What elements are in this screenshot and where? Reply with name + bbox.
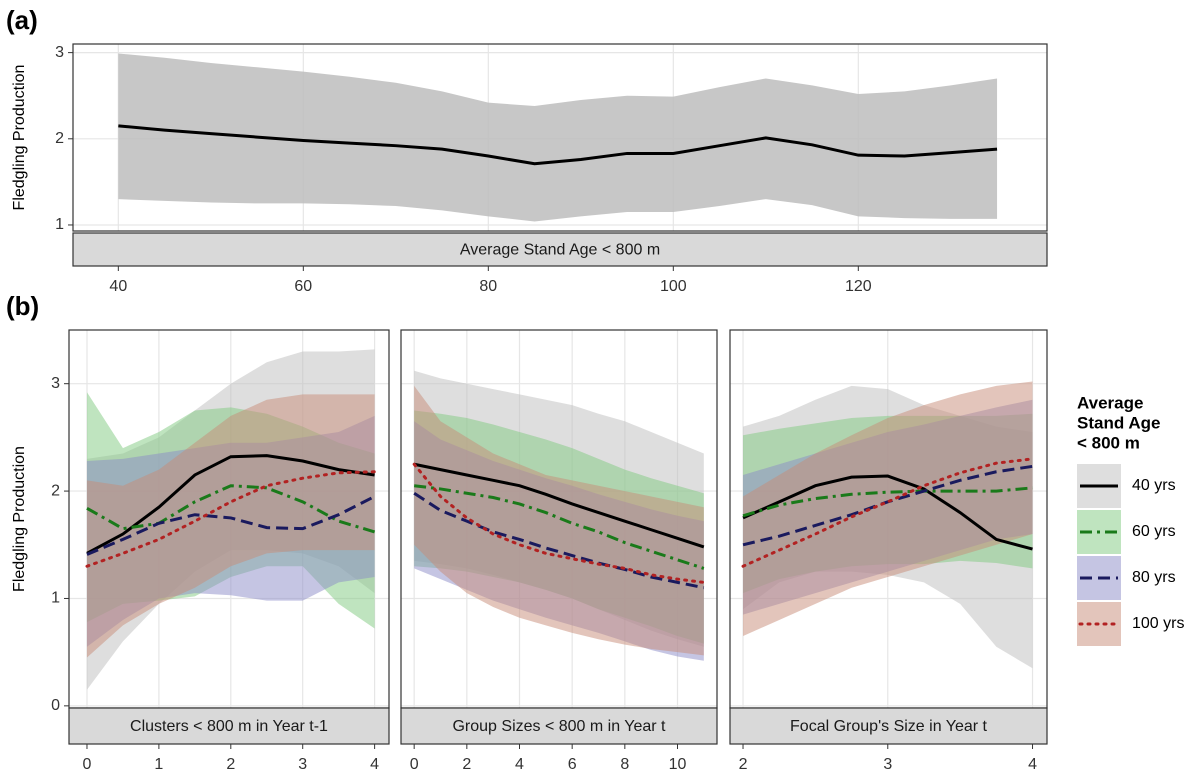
y-tick-label: 3 xyxy=(51,375,60,392)
strip xyxy=(729,707,1048,745)
line xyxy=(86,484,376,534)
y-tick-label: 2 xyxy=(55,130,64,147)
x-tick-label: 4 xyxy=(515,756,524,771)
line xyxy=(413,484,705,570)
plot-area xyxy=(85,349,377,690)
line xyxy=(85,470,377,568)
x-tick-label: 10 xyxy=(669,756,687,771)
strip xyxy=(400,707,718,745)
confidence-band xyxy=(743,381,1033,637)
legend-label: 40 yrs xyxy=(1132,477,1176,494)
y-tick-label: 1 xyxy=(55,216,64,233)
x-tick-label: 40 xyxy=(109,278,127,295)
x-tick-label: 4 xyxy=(370,756,379,771)
y-axis-label: Fledgling Production xyxy=(11,65,28,211)
legend-title: Stand Age xyxy=(1077,413,1160,432)
panel-label: (b) xyxy=(6,291,39,321)
line xyxy=(742,464,1033,547)
x-tick-label: 3 xyxy=(298,756,307,771)
strip xyxy=(68,707,390,745)
x-tick-label: 0 xyxy=(410,756,419,771)
line xyxy=(742,486,1033,518)
line xyxy=(413,462,705,549)
line xyxy=(118,124,998,166)
y-tick-label: 0 xyxy=(51,697,60,714)
y-tick-label: 3 xyxy=(55,44,64,61)
legend-label: 80 yrs xyxy=(1132,569,1176,586)
x-tick-label: 2 xyxy=(226,756,235,771)
line xyxy=(412,462,706,584)
strip xyxy=(72,232,1048,267)
line xyxy=(413,491,705,590)
line xyxy=(86,495,376,556)
legend-title: Average xyxy=(1077,393,1143,412)
plot-area xyxy=(118,53,998,222)
panel-border xyxy=(72,43,1048,232)
legend-label: 60 yrs xyxy=(1132,523,1176,540)
x-tick-label: 2 xyxy=(462,756,471,771)
legend-title: < 800 m xyxy=(1077,433,1140,452)
x-tick-label: 60 xyxy=(294,278,312,295)
panel-label: (a) xyxy=(6,5,38,35)
y-axis-label: Fledgling Production xyxy=(11,446,28,592)
x-tick-label: 100 xyxy=(660,278,687,295)
plot-area xyxy=(741,381,1035,669)
line xyxy=(742,474,1033,551)
x-tick-label: 4 xyxy=(1028,756,1037,771)
x-tick-label: 80 xyxy=(479,278,497,295)
strip-label: Group Sizes < 800 m in Year t xyxy=(452,718,666,735)
strip-label: Focal Group's Size in Year t xyxy=(790,718,987,735)
x-tick-label: 8 xyxy=(620,756,629,771)
strip-label: Average Stand Age < 800 m xyxy=(460,242,660,259)
x-tick-label: 1 xyxy=(154,756,163,771)
y-tick-label: 2 xyxy=(51,482,60,499)
legend-label: 100 yrs xyxy=(1132,615,1184,632)
confidence-band xyxy=(118,53,998,222)
line xyxy=(86,454,375,555)
x-tick-label: 6 xyxy=(568,756,577,771)
strip-label: Clusters < 800 m in Year t-1 xyxy=(130,718,328,735)
x-tick-label: 0 xyxy=(83,756,92,771)
x-tick-label: 3 xyxy=(883,756,892,771)
x-tick-label: 2 xyxy=(739,756,748,771)
confidence-band xyxy=(414,385,704,656)
plot-area xyxy=(412,370,706,661)
x-tick-label: 120 xyxy=(845,278,872,295)
y-tick-label: 1 xyxy=(51,590,60,607)
